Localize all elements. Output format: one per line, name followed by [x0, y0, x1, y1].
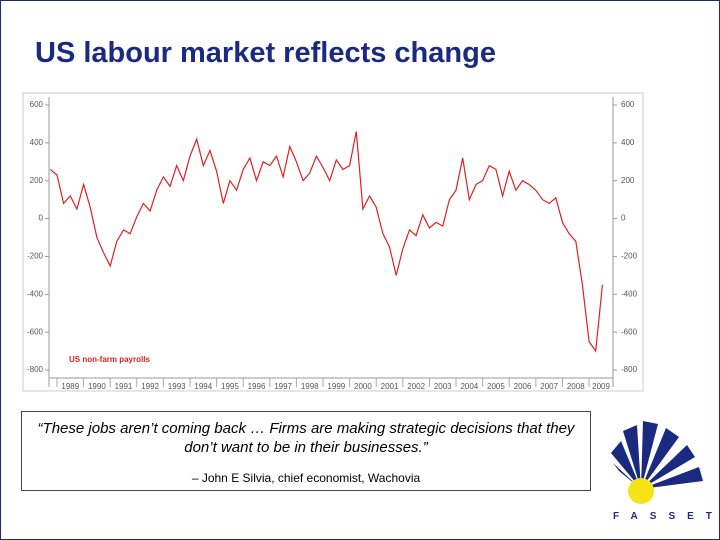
y2-tick-label: 200	[621, 176, 635, 185]
y2-tick-label: -400	[621, 289, 638, 298]
x-tick-label: 1989	[61, 382, 79, 391]
y2-tick-label: 400	[621, 138, 635, 147]
x-tick-label: 2007	[540, 382, 558, 391]
x-tick-label: 2001	[381, 382, 399, 391]
y2-tick-label: 600	[621, 100, 635, 109]
y2-tick-label: -200	[621, 252, 638, 261]
y2-tick-label: 0	[621, 214, 626, 223]
x-tick-label: 1990	[88, 382, 106, 391]
x-tick-label: 1992	[141, 382, 159, 391]
x-tick-label: 1999	[327, 382, 345, 391]
quote-attribution: – John E Silvia, chief economist, Wachov…	[191, 471, 421, 485]
y2-tick-label: -600	[621, 327, 638, 336]
y-tick-label: -800	[27, 365, 44, 374]
x-tick-label: 1994	[194, 382, 212, 391]
legend-label: US non-farm payrolls	[69, 355, 150, 364]
x-tick-label: 2008	[567, 382, 585, 391]
x-tick-label: 1996	[248, 382, 266, 391]
y-tick-label: -400	[27, 289, 44, 298]
logo-text: FASSET	[613, 511, 720, 522]
slide-title: US labour market reflects change	[35, 37, 496, 69]
x-tick-label: 1993	[168, 382, 186, 391]
y-tick-label: 200	[30, 176, 44, 185]
x-tick-label: 2000	[354, 382, 372, 391]
logo	[611, 421, 703, 504]
series-line	[49, 131, 603, 353]
y2-tick-label: -800	[621, 365, 638, 374]
y-tick-label: -200	[27, 252, 44, 261]
x-tick-label: 2009	[592, 382, 610, 391]
y-tick-label: 400	[30, 138, 44, 147]
x-tick-label: 2004	[460, 382, 478, 391]
x-tick-label: 2003	[434, 382, 452, 391]
quote-text: “These jobs aren’t coming back … Firms a…	[37, 420, 575, 456]
x-tick-label: 1995	[221, 382, 239, 391]
x-tick-label: 2002	[407, 382, 425, 391]
x-tick-label: 1997	[274, 382, 292, 391]
y-tick-label: 600	[30, 100, 44, 109]
x-tick-label: 1998	[301, 382, 319, 391]
x-tick-label: 2005	[487, 382, 505, 391]
chart-frame	[22, 92, 644, 392]
quote-box: “These jobs aren’t coming back … Firms a…	[21, 411, 591, 491]
y-tick-label: -600	[27, 327, 44, 336]
y-tick-label: 0	[39, 214, 44, 223]
x-tick-label: 2006	[514, 382, 532, 391]
x-tick-label: 1991	[115, 382, 133, 391]
